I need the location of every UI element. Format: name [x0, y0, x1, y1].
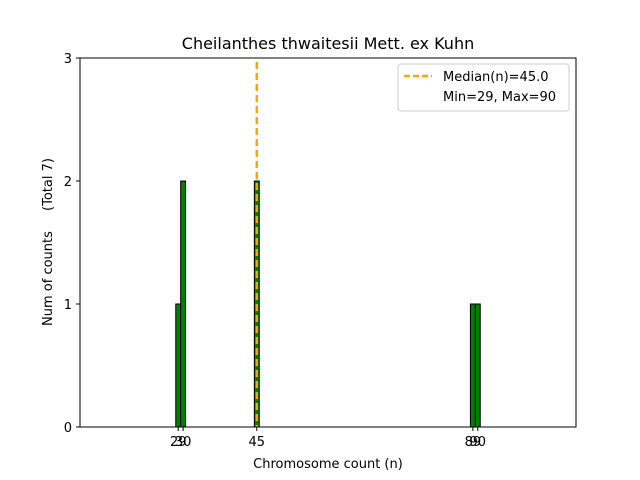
- y-tick-label-1: 1: [64, 298, 72, 313]
- bar-90: [474, 303, 481, 428]
- legend-box: [397, 63, 570, 112]
- y-axis-label-total: (Total 7): [41, 158, 56, 211]
- bars-group: [175, 180, 481, 428]
- legend-entry-median: Median(n)=45.0: [443, 70, 549, 85]
- legend-entry-minmax: Min=29, Max=90: [443, 90, 556, 105]
- x-tick-label-90: 90: [470, 435, 487, 450]
- chart-title: Cheilanthes thwaitesii Mett. ex Kuhn: [182, 34, 474, 53]
- x-axis-label: Chromosome count (n): [253, 457, 403, 472]
- y-tick-label-0: 0: [64, 421, 72, 436]
- y-axis-label-main: Num of counts: [41, 231, 56, 326]
- plot-frame: [79, 57, 577, 428]
- y-axis-label: Num of counts (Total 7): [41, 158, 56, 326]
- x-tick-label-89: 89: [465, 435, 482, 450]
- legend: Median(n)=45.0 Min=29, Max=90: [397, 63, 570, 112]
- bar-89: [469, 303, 476, 428]
- bar-29: [175, 303, 182, 428]
- y-tick-label-3: 3: [64, 52, 72, 67]
- x-tick-label-45: 45: [249, 435, 266, 450]
- x-tick-label-29: 29: [170, 435, 187, 450]
- x-tick-label-30: 30: [175, 435, 192, 450]
- y-axis-ticks: 0 1 2 3: [64, 52, 80, 436]
- y-tick-label-2: 2: [64, 175, 72, 190]
- bar-30: [180, 180, 187, 428]
